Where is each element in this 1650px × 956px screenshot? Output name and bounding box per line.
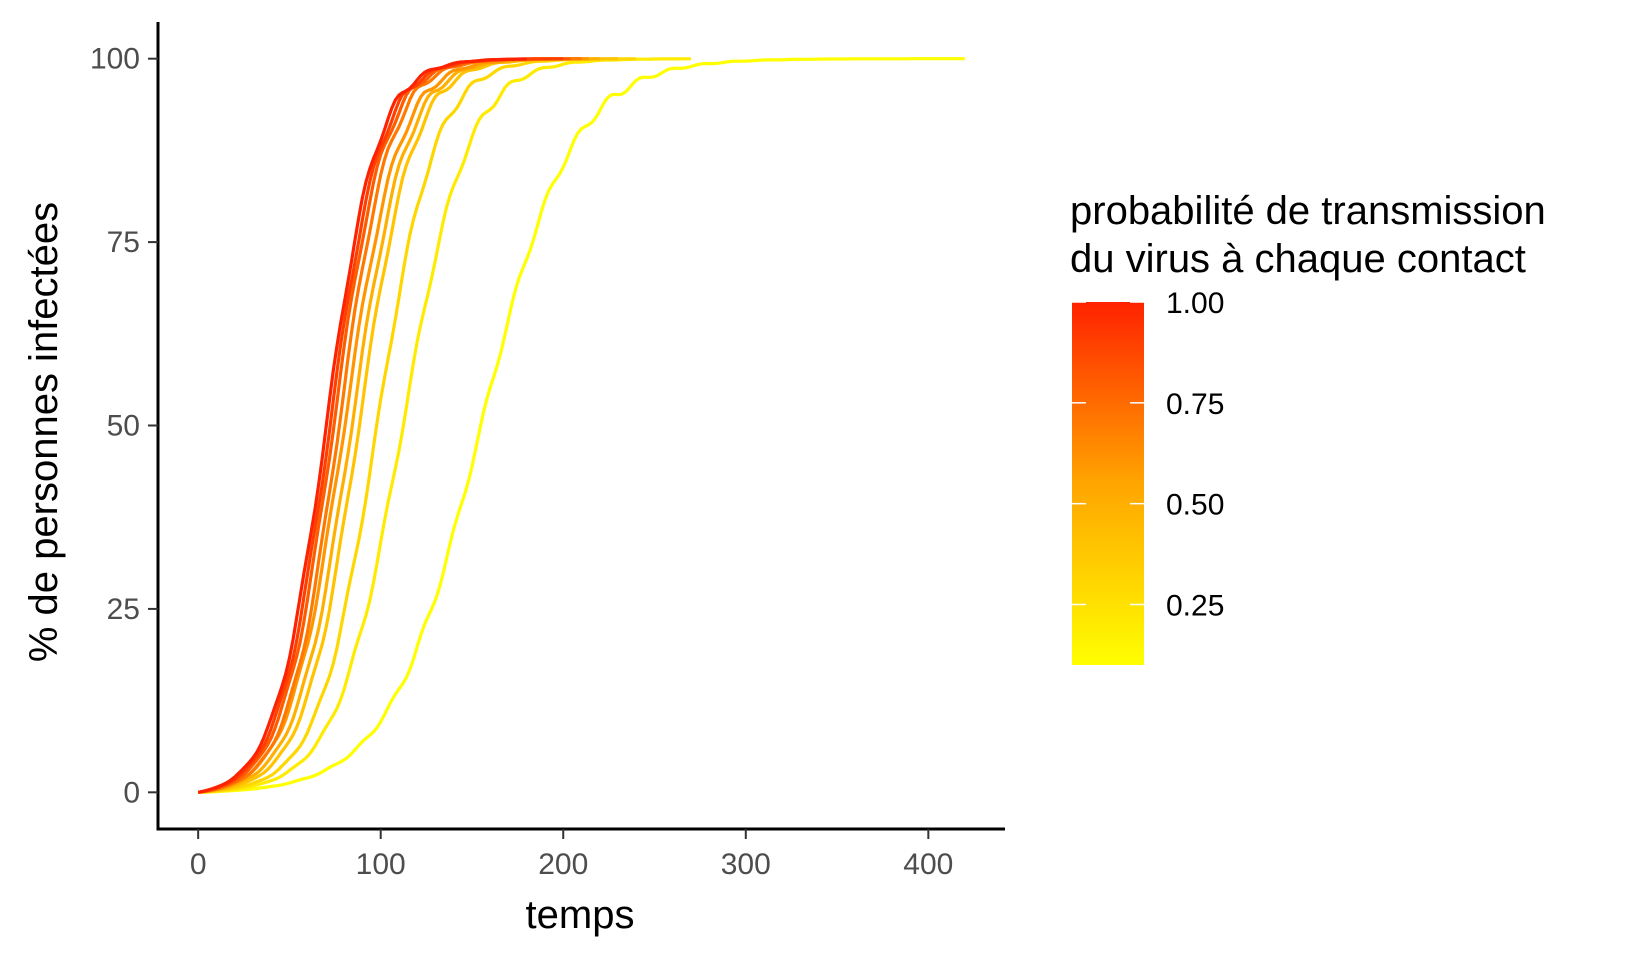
x-tick-label: 400 [903,848,953,881]
series-layer [197,57,965,794]
legend-title-line-2: du virus à chaque contact [1070,237,1526,281]
y-tick-label: 75 [107,226,140,259]
colorbar-tick-label: 1.00 [1166,287,1224,320]
series-line-p-0_5 [198,57,600,794]
y-tick-label: 100 [90,43,140,76]
series-line-p-0_1 [198,57,965,794]
x-tick-label: 200 [538,848,588,881]
series-line-p-1 [197,57,527,794]
series-line-p-0_6 [197,57,589,794]
colorbar-ticks: 1.00 0.75 0.50 0.25 [1072,287,1224,623]
y-axis-title: % de personnes infectées [22,202,66,662]
series-line-p-0_3 [198,57,637,794]
series-line-p-0_2 [198,57,691,794]
legend-title-line-1: probabilité de transmission [1070,189,1546,233]
colorbar-tick-label: 0.25 [1166,590,1224,623]
legend: probabilité de transmission du virus à c… [1070,189,1546,665]
x-axis-title: temps [526,893,635,937]
axes-layer: 0 25 50 75 100 0 100 200 300 400 [90,22,1005,881]
colorbar-tick-label: 0.75 [1166,388,1224,421]
y-tick-label: 25 [107,593,140,626]
y-tick-label: 50 [107,410,140,443]
x-tick-label: 300 [721,848,771,881]
colorbar [1072,302,1144,665]
y-tick-label: 0 [123,776,140,809]
series-line-p-0_8 [197,57,571,794]
colorbar-tick-label: 0.50 [1166,489,1224,522]
x-tick-label: 100 [356,848,406,881]
series-line-p-0_4 [198,57,618,794]
x-tick-label: 0 [190,848,207,881]
